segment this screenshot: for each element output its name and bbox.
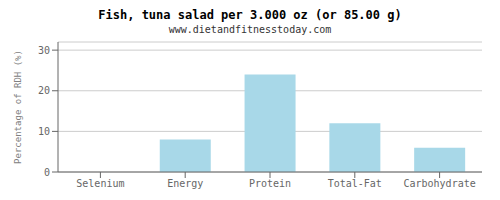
svg-text:Carbohydrate: Carbohydrate [403, 178, 475, 189]
html-text:www.dietandfitnesstoday.com: www.dietandfitnesstoday.com [168, 24, 332, 35]
svg-text:Selenium: Selenium [76, 178, 124, 189]
svg-text:30: 30 [38, 45, 50, 56]
svg-text:0: 0 [44, 167, 50, 178]
html-text:Fish, tuna salad per 3.000 oz: Fish, tuna salad per 3.000 oz (or 85.00 … [98, 8, 402, 22]
svg-text:20: 20 [38, 85, 50, 96]
svg-text:Total-Fat: Total-Fat [328, 178, 382, 189]
svg-text:Energy: Energy [167, 178, 203, 189]
svg-text:Percentage of RDH (%): Percentage of RDH (%) [13, 50, 23, 164]
svg-text:10: 10 [38, 126, 50, 137]
svg-text:Protein: Protein [249, 178, 291, 189]
